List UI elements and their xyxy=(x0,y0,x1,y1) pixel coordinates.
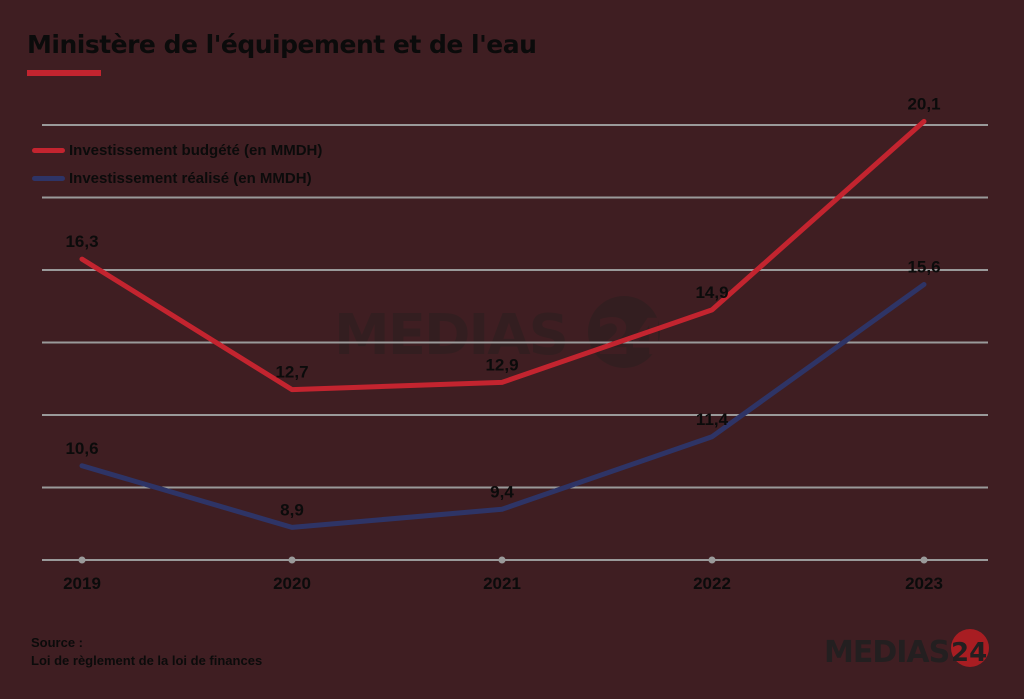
data-label: 14,9 xyxy=(695,283,728,302)
data-label: 10,6 xyxy=(65,439,98,458)
data-label: 20,1 xyxy=(907,94,940,113)
data-label: 16,3 xyxy=(65,232,98,251)
x-tick-marker xyxy=(920,556,928,564)
chart-title: Ministère de l'équipement et de l'eau xyxy=(27,30,537,59)
data-label: 15,6 xyxy=(907,258,940,277)
series-line-realized xyxy=(79,282,927,530)
legend: Investissement budgété (en MMDH) Investi… xyxy=(32,136,322,192)
svg-text:MEDIAS: MEDIAS xyxy=(334,303,567,368)
source-note: Source : Loi de règlement de la loi de f… xyxy=(31,634,262,670)
legend-swatch-realized xyxy=(32,175,65,181)
legend-swatch-budgeted xyxy=(32,147,65,153)
data-label: 8,9 xyxy=(280,500,304,519)
x-tick-marker xyxy=(78,556,86,564)
series-line-budgeted xyxy=(79,118,927,393)
logo-circle-icon xyxy=(951,629,989,667)
data-label: 11,4 xyxy=(696,410,729,429)
x-tick-label: 2020 xyxy=(273,574,311,593)
svg-text:MEDIAS: MEDIAS xyxy=(824,635,949,670)
x-tick-label: 2021 xyxy=(483,574,521,593)
x-tick-label: 2019 xyxy=(63,574,101,593)
x-tick-marker xyxy=(288,556,296,564)
source-label: Source : xyxy=(31,635,84,650)
data-label: 12,9 xyxy=(485,355,518,374)
watermark-logo: MEDIAS 24 xyxy=(334,294,666,379)
legend-item-realized: Investissement réalisé (en MMDH) xyxy=(32,164,322,192)
brand-logo: MEDIAS 24 xyxy=(824,628,994,677)
x-tick-label: 2022 xyxy=(693,574,731,593)
legend-label-realized: Investissement réalisé (en MMDH) xyxy=(69,169,312,187)
x-tick-marker xyxy=(498,556,506,564)
source-text: Loi de règlement de la loi de finances xyxy=(31,653,263,668)
data-label: 9,4 xyxy=(490,482,514,501)
data-label: 12,7 xyxy=(275,363,308,382)
title-accent-bar xyxy=(27,70,101,76)
x-tick-marker xyxy=(708,556,716,564)
x-tick-label: 2023 xyxy=(905,574,943,593)
legend-label-budgeted: Investissement budgété (en MMDH) xyxy=(69,141,323,159)
legend-item-budgeted: Investissement budgété (en MMDH) xyxy=(32,136,322,164)
svg-text:24: 24 xyxy=(951,638,987,668)
